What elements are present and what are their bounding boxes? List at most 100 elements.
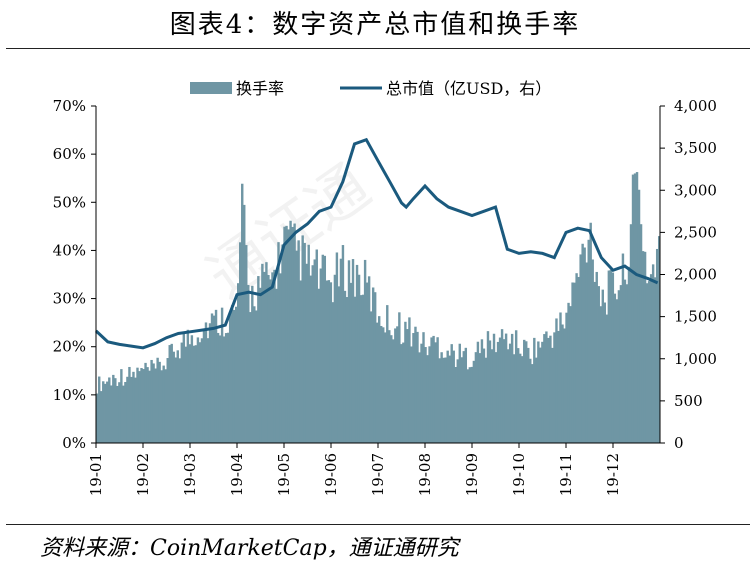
turnover-bar: [337, 286, 341, 443]
turnover-bar: [100, 391, 103, 443]
left-tick-label: 70%: [53, 97, 86, 115]
turnover-bar: [154, 368, 157, 443]
turnover-bar: [106, 381, 109, 443]
turnover-bar: [382, 327, 385, 443]
turnover-bar: [450, 344, 453, 443]
legend: 换手率 总市值（亿USD，右）: [190, 79, 551, 98]
turnover-bar: [498, 337, 502, 443]
turnover-bar: [504, 333, 508, 443]
turnover-bar: [152, 363, 155, 443]
turnover-bar: [452, 350, 455, 443]
turnover-bar: [132, 371, 135, 443]
turnover-bar: [555, 318, 558, 443]
turnover-bar: [204, 322, 208, 443]
turnover-bar: [112, 374, 115, 443]
turnover-bar: [561, 324, 564, 443]
turnover-bar: [645, 283, 649, 443]
turnover-bar: [621, 253, 625, 443]
turnover-bar: [492, 333, 496, 443]
turnover-bar: [176, 350, 179, 443]
turnover-bar: [484, 357, 488, 443]
turnover-bar: [474, 352, 478, 443]
turnover-bar: [307, 244, 310, 443]
turnover-bar: [583, 247, 586, 443]
turnover-bar: [351, 259, 355, 443]
turnover-bar: [220, 307, 224, 443]
turnover-bar: [128, 366, 131, 443]
turnover-bar: [108, 377, 111, 443]
turnover-bar: [349, 282, 353, 443]
turnover-bar: [271, 272, 274, 443]
turnover-bar: [196, 337, 200, 443]
turnover-bar: [420, 343, 423, 443]
x-tick-label: 19-12: [604, 453, 622, 496]
turnover-bar: [466, 369, 470, 443]
x-tick-label: 19-01: [87, 453, 105, 496]
turnover-bar: [255, 310, 258, 443]
turnover-bar: [516, 348, 520, 443]
right-tick-label: 2,000: [674, 266, 717, 284]
left-tick-label: 40%: [53, 241, 86, 259]
turnover-bar: [367, 276, 371, 443]
turnover-bar: [589, 222, 592, 443]
turnover-bar: [386, 305, 389, 443]
turnover-bar: [309, 275, 312, 443]
turnover-bar: [313, 259, 316, 443]
turnover-bar: [186, 329, 190, 443]
turnover-bar: [329, 282, 333, 443]
turnover-bar: [402, 342, 405, 443]
turnover-bar: [631, 174, 635, 443]
turnover-bar: [468, 367, 472, 443]
turnover-bar: [418, 352, 421, 443]
turnover-bar: [208, 323, 212, 443]
turnover-bar: [371, 287, 375, 443]
turnover-bar: [158, 361, 161, 443]
title-rule: [6, 48, 750, 49]
turnover-bar: [142, 369, 145, 443]
left-tick-label: 30%: [53, 290, 86, 308]
turnover-bar: [232, 309, 236, 443]
turnover-bar: [297, 240, 300, 443]
x-tick-label: 19-05: [275, 453, 293, 496]
source-rule: [6, 524, 750, 525]
turnover-bar: [547, 337, 550, 443]
turnover-bar: [267, 274, 270, 443]
turnover-bar: [335, 252, 339, 443]
turnover-bar: [299, 280, 302, 443]
turnover-bar: [488, 340, 492, 443]
turnover-bar: [289, 220, 292, 443]
turnover-bar: [408, 317, 411, 443]
turnover-bar: [333, 274, 337, 443]
turnover-bar: [190, 335, 194, 443]
turnover-bar: [357, 274, 361, 443]
turnover-bar: [283, 226, 286, 443]
turnover-bar: [424, 347, 427, 443]
turnover-bar: [629, 224, 633, 443]
right-tick-label: 3,500: [674, 139, 717, 157]
turnover-bar: [599, 306, 602, 443]
turnover-bar: [603, 302, 607, 443]
turnover-bar: [565, 312, 568, 443]
turnover-bar: [460, 357, 463, 443]
turnover-bar: [502, 339, 506, 443]
turnover-bar: [353, 296, 357, 443]
turnover-bar: [494, 352, 498, 443]
turnover-bar: [253, 306, 256, 443]
turnover-bar: [529, 358, 532, 443]
turnover-bar: [486, 331, 490, 443]
turnover-bar: [601, 289, 604, 443]
turnover-bar: [480, 339, 484, 443]
right-tick-label: 2,500: [674, 223, 717, 241]
turnover-bar: [245, 245, 248, 443]
x-tick-label: 19-09: [463, 453, 481, 496]
turnover-bar: [573, 282, 576, 443]
turnover-bar: [605, 314, 609, 443]
turnover-bar: [519, 353, 522, 443]
turnover-bar: [156, 357, 159, 443]
turnover-bar: [412, 333, 415, 443]
turnover-bar: [257, 276, 260, 443]
turnover-bar: [275, 288, 278, 443]
turnover-bar: [454, 367, 457, 443]
turnover-bar: [146, 367, 149, 443]
turnover-bar: [327, 280, 331, 443]
